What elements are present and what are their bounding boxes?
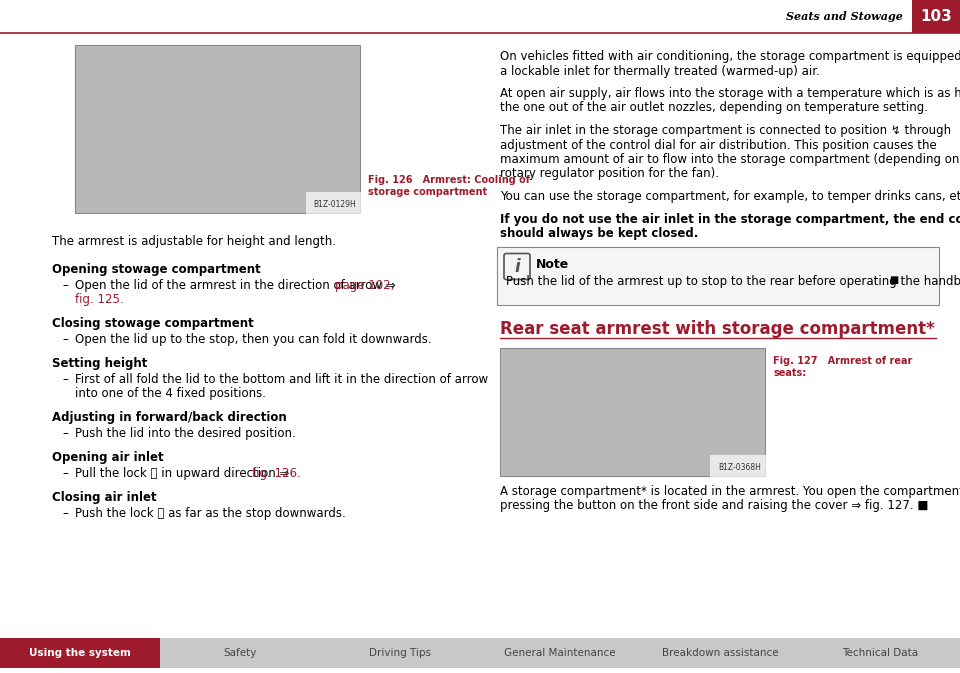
Text: Opening air inlet: Opening air inlet: [52, 451, 163, 464]
Text: a lockable inlet for thermally treated (warmed-up) air.: a lockable inlet for thermally treated (…: [500, 65, 820, 77]
Text: Open the lid up to the stop, then you can fold it downwards.: Open the lid up to the stop, then you ca…: [75, 333, 432, 346]
Text: Closing stowage compartment: Closing stowage compartment: [52, 317, 253, 330]
Text: –: –: [62, 373, 68, 386]
Text: On vehicles fitted with air conditioning, the storage compartment is equipped wi: On vehicles fitted with air conditioning…: [500, 50, 960, 63]
Text: Note: Note: [536, 258, 569, 271]
Text: Push the lock Ⓐ as far as the stop downwards.: Push the lock Ⓐ as far as the stop downw…: [75, 507, 346, 520]
Text: fig. 125.: fig. 125.: [75, 293, 124, 306]
Bar: [75, 45, 360, 213]
Bar: [480, 638, 639, 668]
Text: Pull the lock Ⓐ in upward direction ⇒: Pull the lock Ⓐ in upward direction ⇒: [75, 467, 293, 480]
Text: Fig. 127   Armrest of rear: Fig. 127 Armrest of rear: [773, 355, 912, 365]
Text: –: –: [62, 467, 68, 480]
Text: Open the lid of the armrest in the direction of arrow ⇒: Open the lid of the armrest in the direc…: [75, 279, 399, 292]
Text: page 102,: page 102,: [335, 279, 395, 292]
Text: adjustment of the control dial for air distribution. This position causes the: adjustment of the control dial for air d…: [500, 139, 937, 151]
Text: Using the system: Using the system: [29, 648, 131, 658]
Text: storage compartment: storage compartment: [368, 187, 487, 197]
Text: B1Z-0368H: B1Z-0368H: [718, 462, 761, 472]
Text: rotary regulator position for the fan).: rotary regulator position for the fan).: [500, 168, 719, 180]
Text: i: i: [515, 258, 520, 275]
Text: –: –: [62, 333, 68, 346]
Text: Adjusting in forward/back direction: Adjusting in forward/back direction: [52, 411, 287, 424]
Text: At open air supply, air flows into the storage with a temperature which is as hi: At open air supply, air flows into the s…: [500, 87, 960, 100]
Bar: [160, 638, 320, 668]
Text: 103: 103: [920, 9, 952, 24]
Text: Seats and Stowage: Seats and Stowage: [786, 11, 903, 22]
Bar: [912, 0, 960, 33]
Text: First of all fold the lid to the bottom and lift it in the direction of arrow: First of all fold the lid to the bottom …: [75, 373, 488, 386]
Text: Push the lid into the desired position.: Push the lid into the desired position.: [75, 427, 296, 440]
Bar: [800, 638, 959, 668]
Text: The armrest is adjustable for height and length.: The armrest is adjustable for height and…: [52, 235, 336, 248]
FancyBboxPatch shape: [497, 246, 939, 304]
Text: B1Z-0129H: B1Z-0129H: [313, 200, 356, 209]
Text: maximum amount of air to flow into the storage compartment (depending on the: maximum amount of air to flow into the s…: [500, 153, 960, 166]
Text: The air inlet in the storage compartment is connected to position ↯ through: The air inlet in the storage compartment…: [500, 124, 951, 137]
Text: fig. 126.: fig. 126.: [252, 467, 300, 480]
Text: the one out of the air outlet nozzles, depending on temperature setting.: the one out of the air outlet nozzles, d…: [500, 102, 928, 114]
Text: Safety: Safety: [224, 648, 256, 658]
Text: A storage compartment* is located in the armrest. You open the compartment by: A storage compartment* is located in the…: [500, 485, 960, 499]
Bar: [500, 347, 765, 476]
Text: Closing air inlet: Closing air inlet: [52, 491, 156, 504]
Text: Opening stowage compartment: Opening stowage compartment: [52, 263, 261, 276]
Text: Rear seat armrest with storage compartment*: Rear seat armrest with storage compartme…: [500, 320, 935, 337]
Bar: [0, 638, 159, 668]
Text: ■: ■: [889, 275, 899, 285]
Text: Breakdown assistance: Breakdown assistance: [661, 648, 779, 658]
Text: into one of the 4 fixed positions.: into one of the 4 fixed positions.: [75, 387, 266, 400]
Text: Technical Data: Technical Data: [842, 648, 918, 658]
Bar: [320, 638, 479, 668]
Text: –: –: [62, 507, 68, 520]
Text: should always be kept closed.: should always be kept closed.: [500, 227, 698, 240]
Text: General Maintenance: General Maintenance: [504, 648, 615, 658]
Text: pressing the button on the front side and raising the cover ⇒ fig. 127. ■: pressing the button on the front side an…: [500, 499, 928, 513]
Text: If you do not use the air inlet in the storage compartment, the end cover: If you do not use the air inlet in the s…: [500, 213, 960, 225]
Text: Push the lid of the armrest up to stop to the rear before operating the handbrak: Push the lid of the armrest up to stop t…: [506, 275, 960, 289]
Text: –: –: [62, 427, 68, 440]
Text: seats:: seats:: [773, 367, 806, 378]
Text: Driving Tips: Driving Tips: [369, 648, 431, 658]
Bar: [640, 638, 800, 668]
Text: Fig. 126   Armrest: Cooling of: Fig. 126 Armrest: Cooling of: [368, 175, 530, 185]
Text: Setting height: Setting height: [52, 357, 148, 370]
FancyBboxPatch shape: [504, 254, 530, 279]
Text: –: –: [62, 279, 68, 292]
Text: You can use the storage compartment, for example, to temper drinks cans, etc.: You can use the storage compartment, for…: [500, 190, 960, 203]
